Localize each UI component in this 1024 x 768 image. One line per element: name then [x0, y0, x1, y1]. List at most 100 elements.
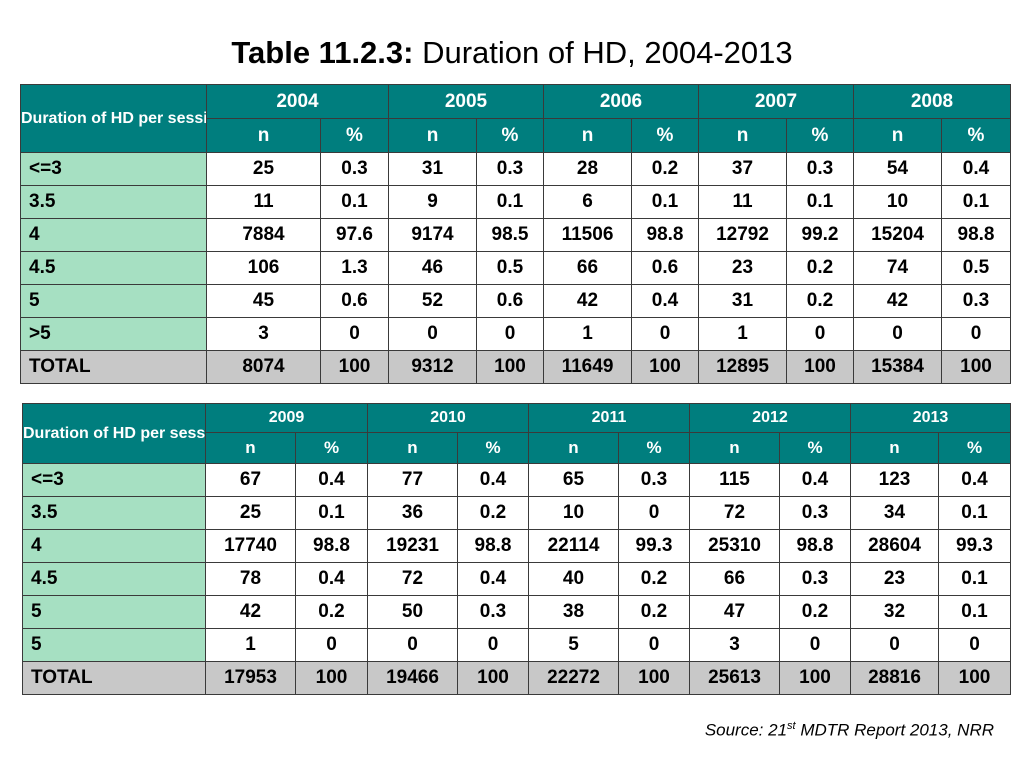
cell-count: 11649 [543, 350, 632, 384]
cell-percent: 0.3 [457, 595, 529, 629]
cell-percent: 100 [457, 661, 529, 695]
cell-count: 115 [689, 463, 780, 497]
cell-percent: 98.8 [941, 218, 1011, 252]
column-header-duration: Duration of HD per session (Hrs) [22, 403, 206, 464]
cell-percent: 0.2 [631, 152, 699, 186]
table-row: 3.5 11 0.1 9 0.1 6 0.1 11 0.1 10 0.1 [20, 185, 1011, 219]
cell-count: 23 [698, 251, 787, 285]
cell-percent: 100 [941, 350, 1011, 384]
year-header-2007: 2007 [698, 84, 854, 119]
cell-percent: 0.2 [457, 496, 529, 530]
cell-percent: 0.4 [295, 463, 368, 497]
cell-percent: 100 [618, 661, 690, 695]
cell-percent: 0 [295, 628, 368, 662]
title-number: Table 11.2.3: [231, 35, 414, 70]
cell-count: 47 [689, 595, 780, 629]
subheader-percent: % [941, 118, 1011, 153]
cell-percent: 0.1 [631, 185, 699, 219]
cell-percent: 0.4 [457, 562, 529, 596]
cell-percent: 0.4 [457, 463, 529, 497]
cell-count: 65 [528, 463, 619, 497]
subheader-n: n [850, 432, 939, 464]
cell-count: 0 [367, 628, 458, 662]
cell-count: 8074 [206, 350, 321, 384]
cell-percent: 98.5 [476, 218, 544, 252]
cell-count: 106 [206, 251, 321, 285]
cell-percent: 100 [938, 661, 1011, 695]
cell-percent: 0.2 [295, 595, 368, 629]
cell-count: 46 [388, 251, 477, 285]
cell-percent: 0 [476, 317, 544, 351]
cell-percent: 100 [779, 661, 851, 695]
table-row: TOTAL 17953 100 19466 100 22272 100 25613 100 288… [22, 661, 1011, 695]
subheader-n: n [543, 118, 632, 153]
cell-count: 72 [689, 496, 780, 530]
cell-count: 25310 [689, 529, 780, 563]
cell-count: 66 [689, 562, 780, 596]
row-label: 3.5 [22, 496, 206, 530]
cell-percent: 0.5 [476, 251, 544, 285]
cell-count: 77 [367, 463, 458, 497]
year-header-2008: 2008 [853, 84, 1011, 119]
cell-count: 50 [367, 595, 458, 629]
subheader-percent: % [631, 118, 699, 153]
cell-count: 12895 [698, 350, 787, 384]
cell-count: 17740 [205, 529, 296, 563]
cell-count: 0 [388, 317, 477, 351]
cell-percent: 99.3 [618, 529, 690, 563]
subheader-n: n [698, 118, 787, 153]
table-row: 3.5 25 0.1 36 0.2 10 0 72 0.3 34 0.1 [22, 496, 1011, 530]
cell-count: 31 [698, 284, 787, 318]
year-header-2011: 2011 [528, 403, 690, 433]
cell-count: 10 [528, 496, 619, 530]
subheader-percent: % [786, 118, 854, 153]
cell-percent: 0.2 [618, 562, 690, 596]
cell-percent: 0 [941, 317, 1011, 351]
cell-percent: 0.1 [938, 595, 1011, 629]
cell-percent: 0 [618, 628, 690, 662]
cell-count: 11 [698, 185, 787, 219]
cell-count: 1 [543, 317, 632, 351]
table-row: 4 7884 97.6 9174 98.5 11506 98.8 12792 99.2 15204… [20, 218, 1011, 252]
source-note: Source: 21st MDTR Report 2013, NRR [705, 720, 994, 741]
cell-count: 17953 [205, 661, 296, 695]
cell-percent: 0.2 [786, 251, 854, 285]
row-label: >5 [20, 317, 207, 351]
cell-count: 123 [850, 463, 939, 497]
cell-count: 25 [205, 496, 296, 530]
cell-count: 42 [205, 595, 296, 629]
cell-count: 28604 [850, 529, 939, 563]
cell-count: 72 [367, 562, 458, 596]
cell-count: 32 [850, 595, 939, 629]
cell-percent: 100 [320, 350, 389, 384]
cell-count: 22272 [528, 661, 619, 695]
row-label: TOTAL [22, 661, 206, 695]
year-header-2013: 2013 [850, 403, 1011, 433]
cell-percent: 100 [786, 350, 854, 384]
table-row: 5 42 0.2 50 0.3 38 0.2 47 0.2 32 0.1 [22, 595, 1011, 629]
cell-percent: 98.8 [779, 529, 851, 563]
cell-count: 36 [367, 496, 458, 530]
cell-percent: 0 [786, 317, 854, 351]
table-row: 5 45 0.6 52 0.6 42 0.4 31 0.2 42 0.3 [20, 284, 1011, 318]
cell-percent: 100 [295, 661, 368, 695]
cell-count: 12792 [698, 218, 787, 252]
hd-duration-table-2009-2013: Duration of HD per session (Hrs) 2009 20… [22, 403, 1011, 695]
cell-percent: 0.2 [618, 595, 690, 629]
table-row: 4.5 106 1.3 46 0.5 66 0.6 23 0.2 74 0.5 [20, 251, 1011, 285]
year-header-2012: 2012 [689, 403, 851, 433]
cell-count: 0 [850, 628, 939, 662]
cell-count: 42 [853, 284, 942, 318]
cell-count: 42 [543, 284, 632, 318]
row-label: 3.5 [20, 185, 207, 219]
cell-count: 78 [205, 562, 296, 596]
year-header-2009: 2009 [205, 403, 368, 433]
cell-count: 6 [543, 185, 632, 219]
table-row: >5 3 0 0 0 1 0 1 0 0 0 [20, 317, 1011, 351]
row-label: 5 [22, 595, 206, 629]
cell-count: 9 [388, 185, 477, 219]
cell-percent: 0.6 [476, 284, 544, 318]
source-prefix: Source: 21 [704, 720, 788, 740]
cell-percent: 0.6 [320, 284, 389, 318]
row-label: 4 [20, 218, 207, 252]
